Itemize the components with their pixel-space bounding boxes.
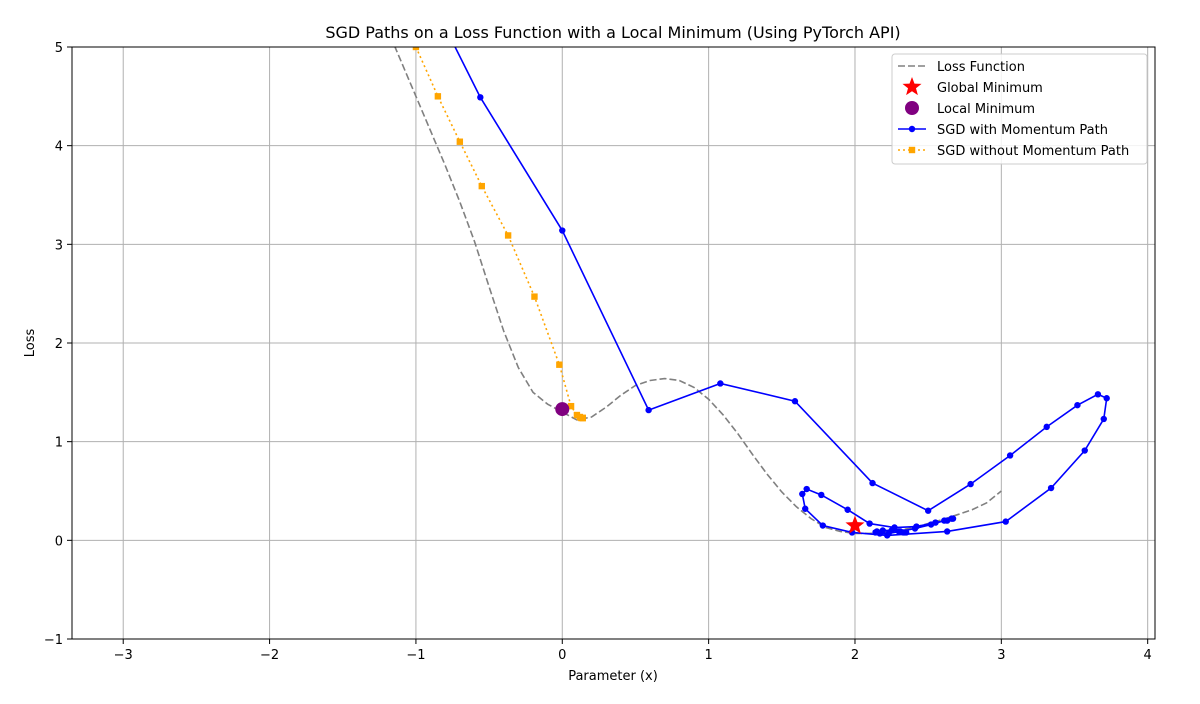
- momentum-path-point: [873, 528, 881, 535]
- y-tick-label: 1: [55, 436, 63, 451]
- legend-entry: SGD with Momentum Path: [898, 123, 1108, 138]
- legend-label: SGD without Momentum Path: [937, 144, 1129, 159]
- legend-square-swatch: [908, 146, 916, 154]
- x-axis-label: Parameter (x): [568, 669, 658, 684]
- momentum-path-point: [924, 507, 932, 514]
- x-tick-label: −3: [114, 648, 133, 663]
- no-momentum-path-point: [504, 232, 512, 239]
- momentum-path-point: [1006, 452, 1014, 459]
- no-momentum-path-point: [478, 182, 485, 190]
- local-minimum-series: [555, 402, 570, 417]
- x-tick-label: 3: [997, 648, 1005, 663]
- momentum-path-point: [1103, 395, 1110, 402]
- x-tick-label: −1: [406, 648, 425, 663]
- momentum-path-point: [802, 505, 809, 512]
- x-tick-label: 2: [851, 648, 859, 663]
- momentum-path-point: [844, 506, 851, 513]
- momentum-path-point: [879, 527, 886, 534]
- legend-star-swatch: [902, 77, 922, 96]
- momentum-path-point: [803, 485, 810, 493]
- momentum-path-point: [888, 527, 895, 534]
- y-tick-label: 2: [55, 337, 63, 352]
- momentum-path-point: [866, 520, 873, 527]
- y-tick-label: 5: [55, 41, 63, 56]
- no-momentum-path-point: [567, 402, 575, 410]
- momentum-path-point: [869, 479, 876, 487]
- sgd-without-momentum-path-series: [412, 47, 586, 422]
- x-tick-label: 1: [704, 648, 712, 663]
- legend-label: Loss Function: [937, 60, 1025, 75]
- momentum-path-point: [559, 227, 566, 234]
- axis-ticks: −3 −2 −1 0 1 2 3 4 −1 0 1 2 3 4 5: [44, 41, 1152, 663]
- momentum-path-point: [717, 380, 724, 387]
- local-minimum-circle: [555, 402, 570, 417]
- x-tick-label: 4: [1144, 648, 1152, 663]
- momentum-path-point: [818, 491, 825, 499]
- momentum-path-point: [1047, 484, 1055, 492]
- x-tick-label: 0: [558, 648, 566, 663]
- legend-entry: Global Minimum: [902, 77, 1043, 96]
- y-axis-label: Loss: [23, 329, 38, 358]
- legend: Loss Function Global Minimum Local Minimum…: [891, 53, 1148, 165]
- y-tick-label: 4: [55, 140, 63, 155]
- momentum-path-point: [948, 515, 955, 522]
- momentum-path-point: [927, 521, 935, 528]
- y-tick-label: 0: [55, 534, 63, 549]
- momentum-path-point: [1002, 518, 1009, 525]
- momentum-path-point: [941, 517, 948, 524]
- legend-label: SGD with Momentum Path: [937, 123, 1108, 138]
- legend-entry: SGD without Momentum Path: [898, 144, 1129, 159]
- momentum-path-point: [943, 528, 951, 535]
- momentum-path-point: [900, 529, 907, 536]
- momentum-path-point: [1081, 447, 1088, 454]
- plot-series: [394, 47, 1110, 539]
- legend-entry: Loss Function: [898, 60, 1025, 75]
- legend-circle-swatch: [905, 101, 919, 115]
- y-tick-label: −1: [44, 633, 63, 648]
- momentum-path-point: [799, 490, 806, 498]
- legend-entry: Local Minimum: [905, 101, 1035, 117]
- x-tick-label: −2: [260, 648, 279, 663]
- no-momentum-path-point: [531, 293, 538, 300]
- no-momentum-path-point: [556, 361, 563, 368]
- momentum-path-point: [819, 522, 826, 529]
- momentum-path-point: [911, 525, 919, 532]
- chart-title: SGD Paths on a Loss Function with a Loca…: [325, 23, 900, 42]
- legend-label: Global Minimum: [937, 81, 1043, 96]
- no-momentum-path-point: [456, 138, 464, 145]
- no-momentum-path-point: [579, 414, 586, 422]
- legend-box: [891, 53, 1148, 165]
- sgd-with-momentum-path-series: [454, 47, 1110, 539]
- momentum-path-point: [1100, 415, 1107, 423]
- no-momentum-path-point: [434, 93, 442, 100]
- y-tick-label: 3: [55, 238, 63, 253]
- no-momentum-path-point: [412, 47, 420, 51]
- momentum-path-point: [791, 398, 799, 405]
- momentum-path-point: [1094, 391, 1102, 398]
- momentum-path-point: [1043, 423, 1050, 431]
- legend-dot-swatch: [908, 125, 916, 133]
- global-minimum-star: [845, 515, 865, 534]
- legend-label: Local Minimum: [937, 102, 1035, 117]
- momentum-path-point: [967, 480, 974, 488]
- global-minimum-series: [845, 515, 865, 534]
- momentum-path-point: [477, 94, 484, 101]
- momentum-path-point: [645, 406, 652, 414]
- momentum-path-point: [1074, 401, 1081, 409]
